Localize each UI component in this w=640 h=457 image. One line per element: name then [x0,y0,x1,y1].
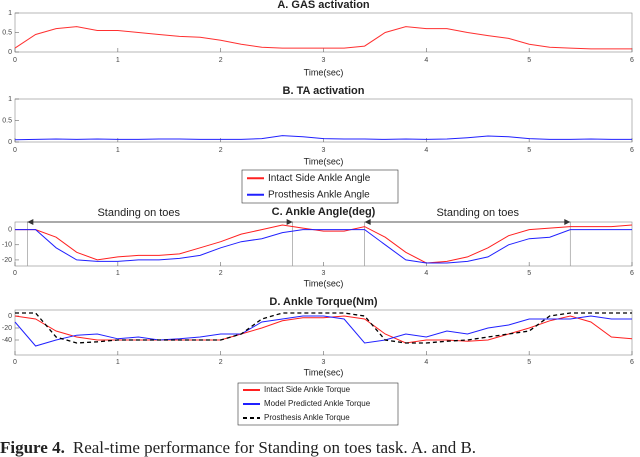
chart-title: A. GAS activation [277,0,370,11]
legend-label: Intact Side Ankle Angle [268,173,371,184]
x-tick-label: 5 [527,147,531,154]
x-tick-label: 2 [219,270,223,277]
y-tick-label: 0 [8,49,12,56]
caption-label: Figure 4. [0,438,65,457]
y-tick-label: 0 [8,313,12,320]
x-axis-label: Time(sec) [304,278,344,288]
legend-box [241,169,399,204]
x-tick-label: 5 [527,270,531,277]
legend-label: Prosthesis Ankle Torque [264,413,350,422]
x-axis-label: Time(sec) [304,367,344,377]
x-tick-label: 4 [424,359,428,366]
x-tick-label: 1 [116,57,120,64]
x-tick-label: 1 [116,270,120,277]
x-tick-label: 0 [13,147,17,154]
x-tick-label: 0 [13,57,17,64]
x-tick-label: 3 [322,359,326,366]
y-tick-label: -40 [2,337,12,344]
x-tick-label: 3 [322,147,326,154]
x-tick-label: 0 [13,270,17,277]
x-tick-label: 2 [219,359,223,366]
legend-label: Prosthesis Ankle Angle [268,189,370,200]
x-tick-label: 5 [527,57,531,64]
x-tick-label: 0 [13,359,17,366]
y-tick-label: 0.5 [2,117,12,124]
legend-box [237,382,399,426]
y-tick-label: 0 [8,139,12,146]
series-line [14,315,632,347]
annotation: Standing on toes [97,207,180,219]
y-tick-label: 0 [8,226,12,233]
x-tick-label: 3 [322,270,326,277]
series-line [14,26,632,50]
x-tick-label: 4 [424,57,428,64]
caption-text: Real-time performance for Standing on to… [73,438,476,457]
series-line [14,135,632,141]
y-tick-label: 1 [8,96,12,103]
series-line [15,229,632,264]
chart-title: D. Ankle Torque(Nm) [269,296,378,308]
x-tick-label: 2 [219,147,223,154]
x-axis-label: Time(sec) [304,67,344,77]
x-tick-label: 6 [630,270,634,277]
y-tick-label: 1 [8,10,12,17]
x-tick-label: 6 [630,57,634,64]
x-tick-label: 6 [630,147,634,154]
chart-title: C. Ankle Angle(deg) [272,206,376,218]
x-tick-label: 4 [424,270,428,277]
series-line [14,315,633,344]
y-tick-label: 0.5 [2,29,12,36]
x-tick-label: 3 [322,57,326,64]
plot-box [14,98,633,143]
series-line [15,312,632,344]
x-tick-label: 6 [630,359,634,366]
x-tick-label: 1 [116,359,120,366]
chart-title: B. TA activation [283,85,365,97]
y-tick-label: -10 [2,242,12,249]
plot-box [14,309,633,356]
x-tick-label: 1 [116,147,120,154]
y-tick-label: -20 [2,257,12,264]
caption: Figure 4. Real-time performance for Stand… [0,438,476,457]
annotation: Standing on toes [436,207,519,219]
x-tick-label: 5 [527,359,531,366]
series-line [15,224,633,264]
x-axis-label: Time(sec) [304,156,344,166]
legend-label: Model Predicted Ankle Torque [264,399,371,408]
x-tick-label: 2 [219,57,223,64]
x-tick-label: 4 [424,147,428,154]
legend-label: Intact Side Ankle Torque [264,385,351,394]
y-tick-label: -20 [2,325,12,332]
